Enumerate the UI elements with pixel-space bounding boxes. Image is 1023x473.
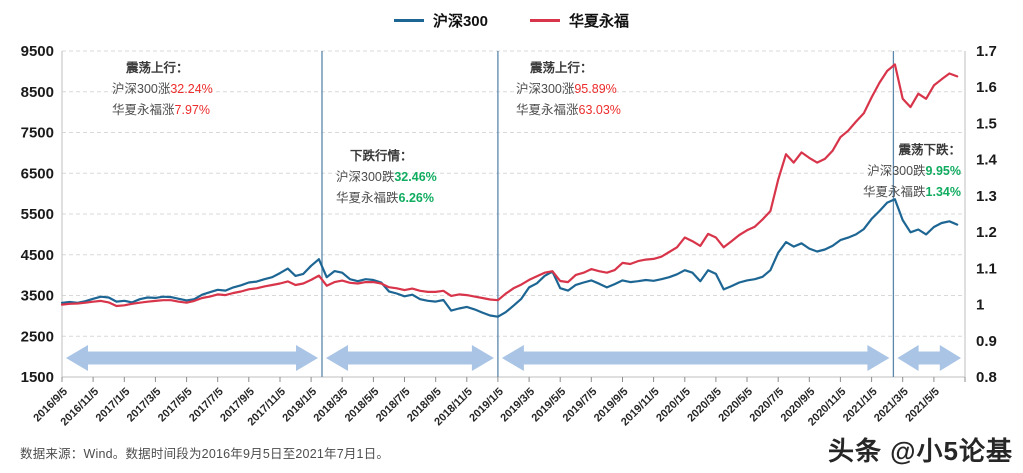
annotation-line: 华夏永福涨63.03% [516, 103, 621, 117]
chart-canvas: 9500850075006500550045003500250015001.71… [21, 43, 998, 429]
phase-dividers [321, 51, 895, 377]
legend-label-fund: 华夏永福 [569, 13, 630, 30]
y-axis-left-labels: 9500 8500 7500 6500 5500 4500 3500 2500 1500 [21, 43, 54, 386]
y-axis-left-tick-label: 3500 [21, 288, 54, 305]
y-axis-right-tick-label: 1.6 [976, 79, 997, 96]
phase-arrow [501, 345, 890, 371]
legend: 沪深300 华夏永福 [0, 10, 1023, 31]
x-axis-labels: 2016/9/52016/11/52017/1/52017/3/52017/5/… [31, 386, 942, 429]
y-axis-right-tick-label: 1.3 [976, 188, 997, 205]
annotation-title: 震荡下跌： [898, 143, 961, 157]
legend-label-csi300: 沪深300 [432, 13, 488, 30]
y-axis-left-tick-label: 5500 [21, 206, 54, 223]
phase-arrow [66, 345, 318, 371]
annotation-line: 华夏永福涨7.97% [112, 103, 210, 117]
csi300-line-swatch [393, 19, 424, 22]
x-axis-tick-label: 2021/5/5 [903, 386, 942, 425]
y-axis-left-tick-label: 8500 [21, 84, 54, 101]
y-axis-left-tick-label: 4500 [21, 247, 54, 264]
annotation-title: 震荡上行： [530, 61, 593, 75]
y-axis-right-tick-label: 1.2 [976, 224, 997, 241]
annotation-phase-4: 震荡下跌： 沪深300跌9.95% 华夏永福跌1.34% [863, 140, 961, 203]
y-axis-right-tick-label: 1.5 [976, 115, 997, 132]
legend-item-fund: 华夏永福 [530, 10, 629, 31]
y-axis-right-tick-label: 1.1 [976, 260, 997, 277]
plot-frame [61, 51, 966, 382]
y-axis-right-tick-label: 1.7 [976, 43, 997, 60]
annotation-line: 华夏永福跌6.26% [336, 191, 434, 205]
data-source-note: 数据来源：Wind。数据时间段为2016年9月5日至2021年7月1日。 [20, 447, 390, 461]
y-axis-right-tick-label: 0.8 [976, 369, 997, 386]
watermark: 头条 @小5论基 [827, 436, 1013, 466]
y-axis-left-tick-label: 2500 [21, 328, 54, 345]
y-axis-left-tick-label: 7500 [21, 125, 54, 142]
phase-arrows [66, 345, 961, 371]
y-axis-left-tick-label: 1500 [21, 369, 54, 386]
annotation-title: 震荡上行： [126, 61, 189, 75]
annotation-line: 沪深300跌32.46% [336, 170, 437, 184]
phase-arrow [897, 345, 961, 371]
y-axis-right-labels: 1.7 1.6 1.5 1.4 1.3 1.2 1.1 1 0.9 0.8 [976, 43, 998, 386]
annotation-phase-1: 震荡上行： 沪深300涨32.24% 华夏永福涨7.97% [112, 58, 213, 121]
y-axis-right-tick-label: 1 [976, 297, 984, 314]
annotation-line: 沪深300涨32.24% [112, 82, 213, 96]
csi300-series-line [60, 198, 959, 318]
y-axis-right-tick-label: 1.4 [976, 152, 998, 169]
annotation-line: 沪深300跌9.95% [867, 164, 961, 178]
fund-series-line [60, 63, 959, 308]
annotation-title: 下跌行情： [350, 149, 413, 163]
phase-arrow [326, 345, 494, 371]
fund-line-swatch [530, 19, 560, 22]
y-axis-right-tick-label: 0.9 [976, 333, 997, 350]
y-axis-left-tick-label: 9500 [21, 43, 54, 60]
annotation-line: 华夏永福跌1.34% [863, 185, 961, 199]
y-axis-left-tick-label: 6500 [21, 165, 54, 182]
annotation-phase-3: 震荡上行： 沪深300涨95.89% 华夏永福涨63.03% [516, 58, 621, 121]
annotation-line: 沪深300涨95.89% [516, 82, 617, 96]
annotation-phase-2: 下跌行情： 沪深300跌32.46% 华夏永福跌6.26% [336, 146, 437, 209]
legend-item-csi300: 沪深300 [393, 10, 488, 31]
